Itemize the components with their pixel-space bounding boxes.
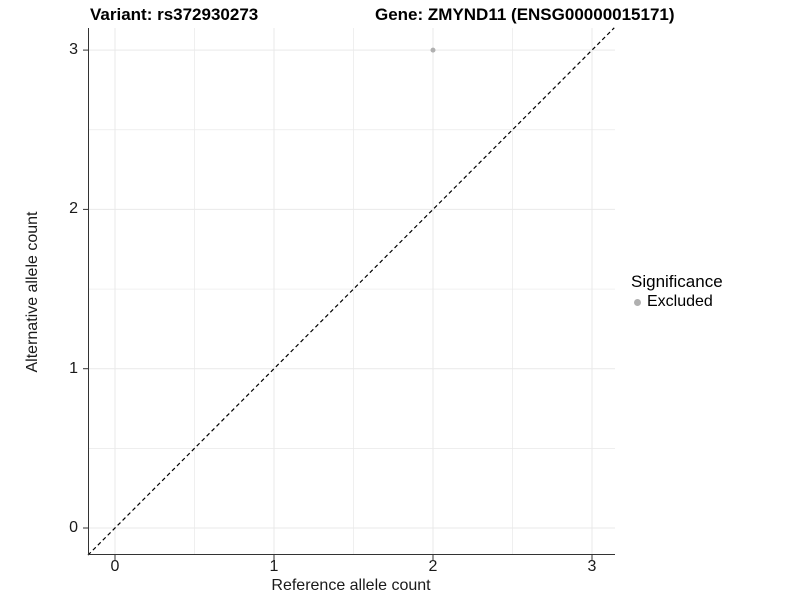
x-tick-label-1: 1 [269, 558, 279, 575]
excluded-marker-icon [634, 298, 641, 306]
x-tick-label-0: 0 [110, 558, 120, 575]
identity-line [87, 27, 615, 556]
data-point-excluded [430, 47, 436, 53]
y-tick-label-3: 3 [69, 41, 78, 58]
y-tick-label-0: 0 [69, 519, 78, 536]
x-tick-label-2: 2 [428, 558, 438, 575]
legend-entry-label: Excluded [647, 293, 713, 310]
plot-panel [83, 27, 615, 560]
y-tick-label-2: 2 [69, 200, 78, 217]
legend-title: Significance [631, 272, 723, 291]
plot-title-variant: Variant: rs372930273 [90, 5, 259, 24]
x-axis-title: Reference allele count [271, 577, 431, 594]
plot-title-gene: Gene: ZMYND11 (ENSG00000015171) [375, 5, 675, 24]
legend-entry-excluded: Excluded [631, 293, 723, 311]
y-tick-label-1: 1 [69, 360, 78, 377]
x-tick-label-3: 3 [587, 558, 597, 575]
y-axis-title: Alternative allele count [24, 211, 41, 373]
legend: Significance Excluded [631, 272, 723, 311]
